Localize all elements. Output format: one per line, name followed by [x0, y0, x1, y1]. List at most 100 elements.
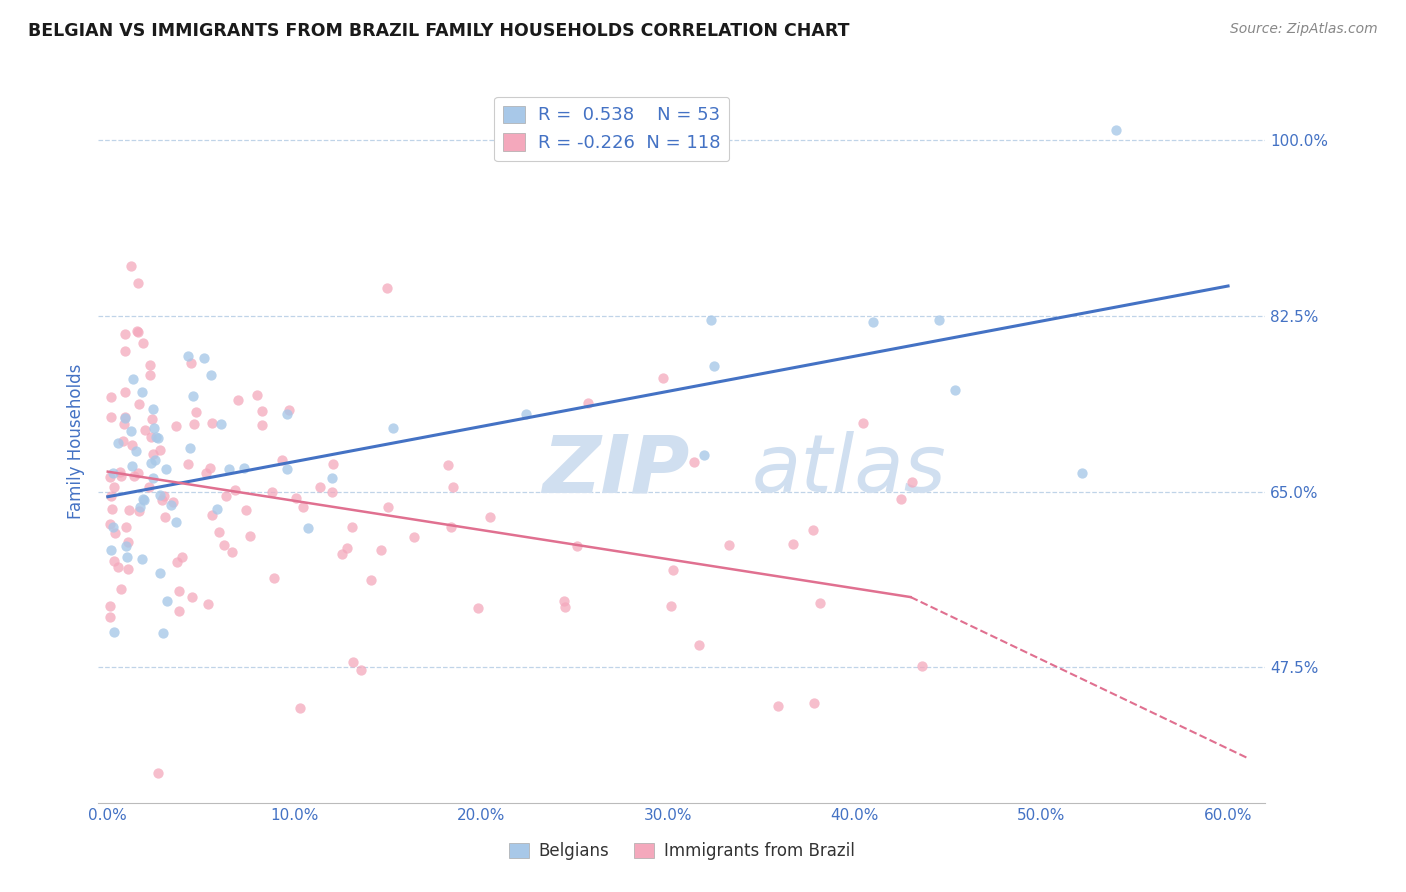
- Point: [153, 509, 176, 524]
- Point: [114, 343, 136, 358]
- Point: [218, 462, 240, 476]
- Point: [138, 368, 160, 382]
- Point: [112, 417, 135, 432]
- Point: [659, 599, 682, 613]
- Point: [142, 471, 165, 485]
- Point: [901, 475, 924, 490]
- Point: [478, 509, 501, 524]
- Point: [467, 601, 489, 615]
- Point: [117, 550, 139, 565]
- Point: [402, 530, 425, 544]
- Point: [440, 520, 463, 534]
- Point: [110, 582, 132, 596]
- Point: [179, 442, 201, 456]
- Point: [208, 525, 231, 540]
- Point: [160, 498, 183, 512]
- Point: [107, 436, 129, 450]
- Point: [131, 552, 153, 566]
- Point: [108, 465, 131, 479]
- Point: [100, 543, 122, 558]
- Point: [142, 447, 165, 461]
- Point: [212, 538, 235, 552]
- Point: [703, 359, 725, 373]
- Point: [943, 384, 966, 398]
- Point: [808, 596, 831, 610]
- Point: [172, 550, 194, 565]
- Point: [152, 489, 174, 503]
- Legend: Belgians, Immigrants from Brazil: Belgians, Immigrants from Brazil: [502, 836, 862, 867]
- Point: [121, 459, 143, 474]
- Point: [121, 437, 143, 451]
- Point: [114, 384, 136, 399]
- Point: [114, 410, 136, 425]
- Point: [262, 484, 284, 499]
- Point: [515, 407, 537, 421]
- Point: [198, 460, 221, 475]
- Point: [360, 573, 382, 587]
- Point: [437, 458, 460, 473]
- Point: [250, 404, 273, 418]
- Point: [128, 504, 150, 518]
- Point: [688, 639, 710, 653]
- Point: [890, 492, 912, 507]
- Point: [131, 384, 153, 399]
- Point: [193, 351, 215, 365]
- Point: [181, 389, 204, 403]
- Point: [322, 457, 344, 471]
- Point: [107, 559, 129, 574]
- Point: [201, 417, 224, 431]
- Point: [250, 418, 273, 433]
- Point: [139, 456, 162, 470]
- Point: [340, 519, 363, 533]
- Point: [350, 663, 373, 677]
- Point: [927, 313, 949, 327]
- Point: [146, 431, 169, 445]
- Point: [117, 535, 139, 549]
- Point: [155, 462, 177, 476]
- Point: [209, 417, 232, 431]
- Point: [100, 489, 122, 503]
- Point: [98, 517, 121, 532]
- Point: [205, 501, 228, 516]
- Point: [142, 421, 165, 435]
- Point: [167, 604, 190, 618]
- Point: [127, 466, 149, 480]
- Point: [120, 259, 142, 273]
- Point: [98, 599, 121, 613]
- Point: [110, 469, 132, 483]
- Point: [1105, 123, 1128, 137]
- Point: [276, 407, 298, 421]
- Point: [118, 503, 141, 517]
- Point: [103, 554, 125, 568]
- Point: [370, 542, 392, 557]
- Point: [330, 547, 353, 561]
- Point: [167, 584, 190, 599]
- Point: [127, 324, 149, 338]
- Point: [117, 562, 139, 576]
- Point: [693, 448, 716, 462]
- Point: [148, 765, 170, 780]
- Point: [114, 539, 136, 553]
- Point: [278, 403, 301, 417]
- Point: [276, 462, 298, 476]
- Point: [239, 529, 262, 543]
- Point: [101, 501, 124, 516]
- Point: [143, 452, 166, 467]
- Point: [441, 480, 464, 494]
- Point: [139, 430, 162, 444]
- Point: [128, 397, 150, 411]
- Point: [683, 455, 706, 469]
- Point: [321, 485, 343, 500]
- Point: [103, 480, 125, 494]
- Point: [122, 372, 145, 386]
- Point: [271, 453, 294, 467]
- Point: [197, 597, 219, 611]
- Point: [138, 358, 160, 372]
- Point: [576, 395, 599, 409]
- Point: [292, 500, 315, 514]
- Point: [134, 423, 156, 437]
- Point: [148, 566, 170, 580]
- Point: [766, 698, 789, 713]
- Point: [149, 443, 172, 458]
- Text: Source: ZipAtlas.com: Source: ZipAtlas.com: [1230, 22, 1378, 37]
